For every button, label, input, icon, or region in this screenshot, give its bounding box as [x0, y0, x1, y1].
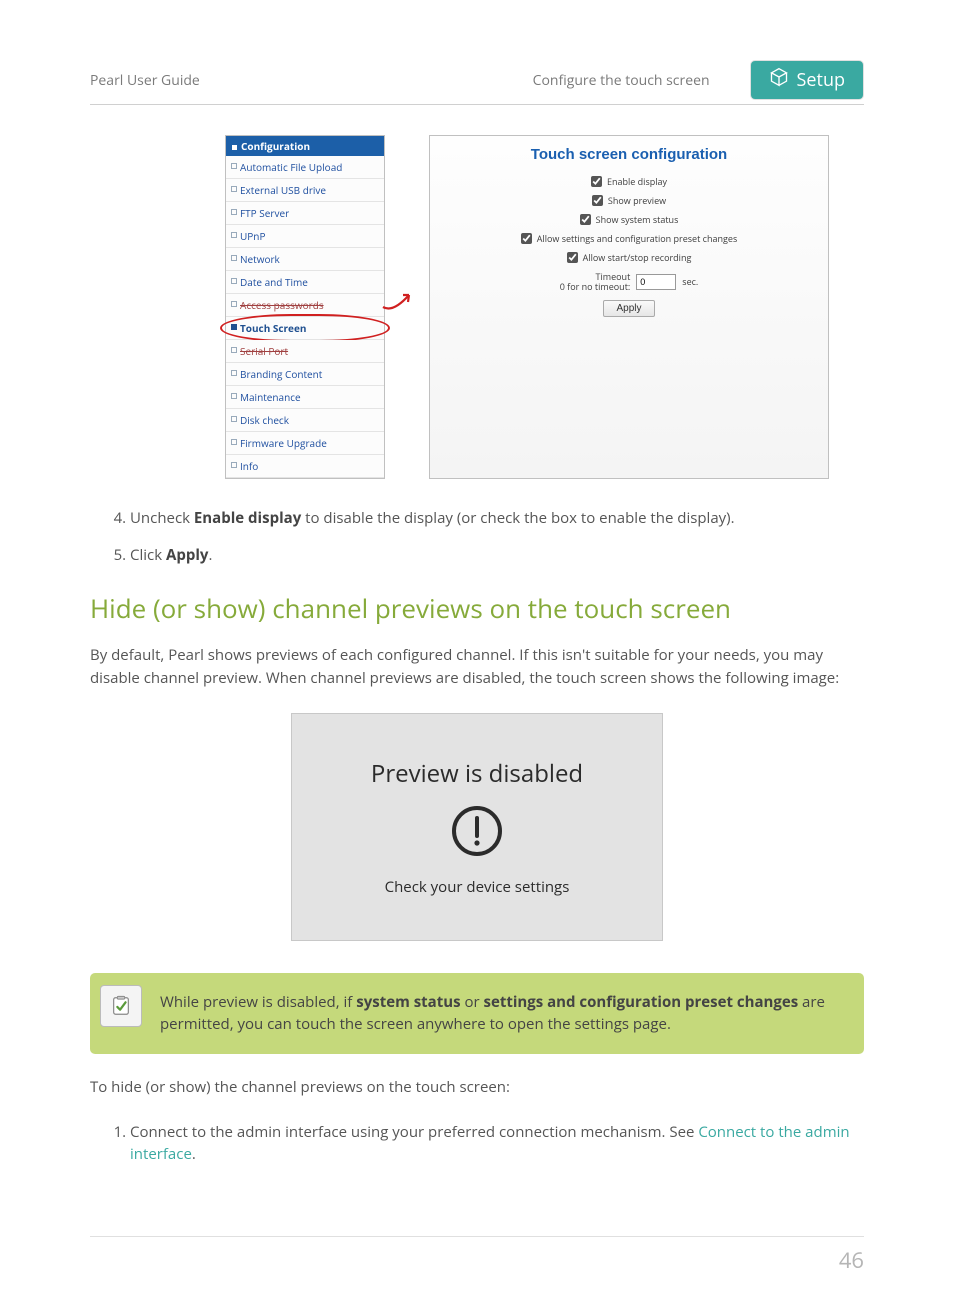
lead-out: To hide (or show) the channel previews o… [90, 1076, 864, 1099]
cube-icon [769, 67, 789, 93]
arrow-annotation [385, 135, 407, 479]
checkbox-label: Show preview [608, 194, 666, 207]
timeout-unit: sec. [682, 275, 698, 288]
sidebar-item[interactable]: Automatic File Upload [226, 156, 384, 179]
steps-list-a: Uncheck Enable display to disable the di… [90, 507, 864, 566]
setup-badge: Setup [750, 60, 864, 100]
sidebar-item[interactable]: Disk check [226, 409, 384, 432]
config-panel: Touch screen configuration Enable displa… [429, 135, 829, 479]
timeout-label: Timeout 0 for no timeout: [560, 272, 631, 292]
checkbox-label: Allow start/stop recording [583, 251, 692, 264]
checkbox[interactable] [521, 233, 532, 244]
header-center: Configure the touch screen [533, 71, 710, 90]
header-left: Pearl User Guide [90, 71, 533, 90]
section-heading: Hide (or show) channel previews on the t… [90, 590, 864, 626]
preview-title: Preview is disabled [371, 757, 583, 790]
sidebar-item[interactable]: FTP Server [226, 202, 384, 225]
clipboard-check-icon [100, 985, 142, 1027]
sidebar-item[interactable]: Serial Port [226, 340, 384, 363]
note-box: While preview is disabled, if system sta… [90, 973, 864, 1054]
step-item: Uncheck Enable display to disable the di… [130, 507, 864, 530]
sidebar-item[interactable]: Info [226, 455, 384, 478]
preview-disabled-box: Preview is disabled Check your device se… [291, 713, 663, 941]
config-screenshot: Configuration Automatic File UploadExter… [190, 135, 864, 479]
sidebar-item[interactable]: Touch Screen [226, 317, 384, 340]
sidebar-item[interactable]: Date and Time [226, 271, 384, 294]
sidebar-item[interactable]: Branding Content [226, 363, 384, 386]
apply-button[interactable]: Apply [603, 300, 654, 317]
sidebar-item[interactable]: Network [226, 248, 384, 271]
badge-label: Setup [797, 68, 845, 92]
step-item: Connect to the admin interface using you… [130, 1121, 864, 1166]
timeout-row: Timeout 0 for no timeout: sec. [442, 272, 816, 292]
steps-list-b: Connect to the admin interface using you… [90, 1121, 864, 1166]
config-sidebar: Configuration Automatic File UploadExter… [225, 135, 385, 479]
step-item: Click Apply. [130, 544, 864, 567]
sidebar-item[interactable]: Maintenance [226, 386, 384, 409]
config-panel-title: Touch screen configuration [442, 146, 816, 163]
sidebar-item[interactable]: Access passwords [226, 294, 384, 317]
checkbox-label: Allow settings and configuration preset … [537, 232, 737, 245]
config-checkbox-row[interactable]: Show system status [442, 213, 816, 226]
sidebar-item[interactable]: UPnP [226, 225, 384, 248]
checkbox-label: Show system status [596, 213, 679, 226]
intro-paragraph: By default, Pearl shows previews of each… [90, 644, 864, 691]
checkbox[interactable] [592, 195, 603, 206]
config-checkbox-row[interactable]: Enable display [442, 175, 816, 188]
config-checkbox-row[interactable]: Allow start/stop recording [442, 251, 816, 264]
sidebar-item[interactable]: Firmware Upgrade [226, 432, 384, 455]
checkbox[interactable] [580, 214, 591, 225]
checkbox[interactable] [567, 252, 578, 263]
timeout-label-line2: 0 for no timeout: [560, 282, 631, 292]
checkbox[interactable] [591, 176, 602, 187]
sidebar-title: Configuration [241, 139, 310, 153]
checkbox-label: Enable display [607, 175, 667, 188]
sidebar-item[interactable]: External USB drive [226, 179, 384, 202]
sidebar-header: Configuration [226, 136, 384, 156]
preview-subtitle: Check your device settings [385, 877, 570, 897]
alert-circle-icon [450, 804, 504, 863]
page-number: 46 [90, 1236, 864, 1275]
timeout-input[interactable] [636, 274, 676, 290]
page-header: Pearl User Guide Configure the touch scr… [90, 60, 864, 105]
config-checkbox-row[interactable]: Allow settings and configuration preset … [442, 232, 816, 245]
config-checkbox-row[interactable]: Show preview [442, 194, 816, 207]
note-text: While preview is disabled, if system sta… [160, 992, 825, 1035]
